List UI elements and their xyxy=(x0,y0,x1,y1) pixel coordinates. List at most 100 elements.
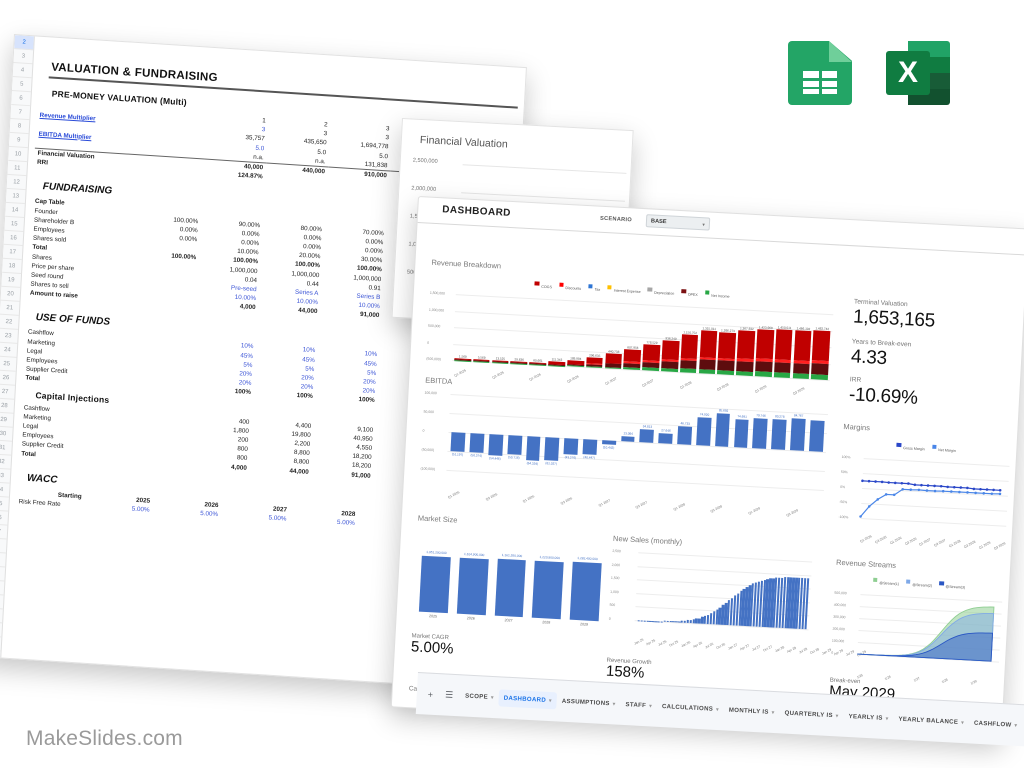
row-number[interactable]: 24 xyxy=(0,342,18,358)
chevron-down-icon[interactable]: ▾ xyxy=(835,713,839,720)
row-number[interactable]: 40 xyxy=(0,566,6,582)
dashboard-card[interactable]: DASHBOARD SCENARIO BASE ▾ Revenue Breakd… xyxy=(390,196,1024,740)
scenario-select[interactable]: BASE ▾ xyxy=(645,214,711,231)
all-sheets-icon[interactable]: ☰ xyxy=(444,689,454,700)
x-tick-label: Apr 27 xyxy=(739,643,750,652)
x-tick-label: Q1 2029 xyxy=(747,506,761,516)
row-number[interactable]: 31 xyxy=(0,440,12,456)
chevron-down-icon[interactable]: ▾ xyxy=(548,698,552,705)
x-tick-label xyxy=(466,489,483,500)
new-sales-panel: New Sales (monthly) 2,500 2,000 1,500 1,000… xyxy=(607,534,867,664)
y-tick-label: (500,000) xyxy=(426,356,441,362)
y-tick-label: (100,000) xyxy=(420,466,436,472)
legend-label: @Stream(2) xyxy=(912,582,933,588)
row-number[interactable]: 21 xyxy=(0,300,20,316)
sheet-tab-cashflow[interactable]: CASHFLOW ▾ xyxy=(968,714,1022,734)
row-number[interactable]: 23 xyxy=(0,328,19,344)
series-line xyxy=(862,480,1001,491)
row-number[interactable]: 18 xyxy=(2,258,22,274)
row-number[interactable]: 36 xyxy=(0,510,9,526)
row-number[interactable]: 25 xyxy=(0,356,17,372)
row-number[interactable]: 35 xyxy=(0,496,9,512)
revenue-breakdown-panel: Revenue Breakdown COGS Discounts Tax Intere… xyxy=(426,258,835,396)
row-number[interactable]: 12 xyxy=(6,174,27,191)
row-number[interactable]: 26 xyxy=(0,370,16,386)
chevron-down-icon[interactable]: ▾ xyxy=(1014,722,1018,729)
legend-item: COGS xyxy=(534,274,553,293)
row-number[interactable]: 13 xyxy=(5,188,26,205)
row-number[interactable]: 22 xyxy=(0,314,19,330)
row-number[interactable]: 17 xyxy=(2,244,23,260)
sheet-tab-yearly-is[interactable]: YEARLY IS ▾ xyxy=(843,708,894,728)
row-number[interactable]: 34 xyxy=(0,482,10,498)
bar-value-label: 1,482,742 xyxy=(815,326,830,332)
row-number[interactable]: 5 xyxy=(11,77,32,93)
chevron-down-icon[interactable]: ▾ xyxy=(612,701,616,708)
sheet-tab-scope[interactable]: SCOPE ▾ xyxy=(460,687,500,706)
x-tick-label: Q1 2025 xyxy=(453,368,467,378)
row-number[interactable]: 29 xyxy=(0,412,14,428)
x-tick-label: Q3 2029 xyxy=(791,386,805,396)
row-number[interactable]: 27 xyxy=(0,384,15,400)
sheet-tab-assumptions[interactable]: ASSUMPTIONS ▾ xyxy=(556,692,621,712)
bar: 440,738 xyxy=(604,350,622,370)
sheet-tab-dashboard[interactable]: DASHBOARD ▾ xyxy=(498,689,558,710)
row-number[interactable]: 2 xyxy=(14,35,34,51)
sheet-tab-calculations[interactable]: CALCULATIONS ▾ xyxy=(657,698,725,719)
kpi-value: 158% xyxy=(605,662,645,682)
bar: (51,197) xyxy=(448,394,468,471)
legend-swatch xyxy=(906,579,911,584)
add-sheet-icon[interactable]: + xyxy=(427,689,434,700)
legend-item: Tax xyxy=(588,277,601,296)
scenario-value: BASE xyxy=(650,218,667,226)
kpi-value: 1,653,165 xyxy=(852,306,936,332)
legend-label: @Stream(1) xyxy=(879,581,900,587)
row-number[interactable]: 19 xyxy=(1,272,22,288)
chevron-down-icon[interactable]: ▾ xyxy=(960,719,965,727)
x-tick-label: Jan 29 xyxy=(820,647,832,656)
row-number[interactable]: 4 xyxy=(12,63,33,79)
chevron-down-icon[interactable]: ▾ xyxy=(771,709,775,717)
chevron-down-icon[interactable]: ▾ xyxy=(490,694,494,702)
bar-value-label: 1,282,400,000 xyxy=(577,555,598,562)
row-number[interactable]: 33 xyxy=(0,468,11,484)
row-number[interactable]: 9 xyxy=(8,132,29,149)
row-number[interactable]: 38 xyxy=(0,538,7,554)
bar-segment xyxy=(680,334,699,359)
sheet-tab-yearly-balance[interactable]: YEARLY BALANCE ▾ xyxy=(893,710,969,731)
bar: 13,084 xyxy=(618,403,638,480)
sheet-tab-quarterly-is[interactable]: QUARTERLY IS ▾ xyxy=(779,704,844,724)
row-number[interactable]: 39 xyxy=(0,552,6,568)
microsoft-excel-icon[interactable]: X xyxy=(886,41,950,105)
row-number[interactable]: 11 xyxy=(7,160,28,177)
chevron-down-icon[interactable]: ▾ xyxy=(715,706,720,714)
sheet-tab-staff[interactable]: STAFF ▾ xyxy=(620,696,657,715)
row-number[interactable]: 8 xyxy=(9,118,30,135)
row-number[interactable]: 7 xyxy=(10,104,31,121)
chevron-down-icon[interactable]: ▾ xyxy=(648,703,653,710)
row-number[interactable]: 3 xyxy=(13,49,34,65)
row-number[interactable]: 14 xyxy=(5,202,25,219)
row-number[interactable]: 20 xyxy=(0,286,21,302)
row-number[interactable]: 10 xyxy=(8,146,28,163)
bar: (50,716) xyxy=(505,397,525,474)
row-number[interactable]: 6 xyxy=(11,90,31,107)
bar-segment xyxy=(755,329,774,360)
legend-item: Interest Expense xyxy=(607,278,641,298)
row-number[interactable]: 37 xyxy=(0,524,8,540)
bar-rect xyxy=(677,426,692,445)
sheet-tab-label: YEARLY IS xyxy=(848,712,883,722)
legend-item: @Stream(2) xyxy=(906,573,933,592)
row-number[interactable]: 28 xyxy=(0,398,15,414)
chevron-down-icon[interactable]: ▾ xyxy=(885,715,889,723)
google-sheets-icon[interactable] xyxy=(788,41,852,105)
bar-segment xyxy=(737,330,756,359)
row-number[interactable]: 32 xyxy=(0,454,12,470)
legend-item: Gross Margin xyxy=(896,436,925,455)
x-tick-label: 2025 xyxy=(428,614,438,619)
row-number[interactable]: 16 xyxy=(3,230,24,246)
sheet-tab-monthly-is[interactable]: MONTHLY IS ▾ xyxy=(723,701,780,721)
row-number[interactable]: 15 xyxy=(4,216,25,233)
row-number[interactable]: 30 xyxy=(0,426,13,442)
kpi-value: -10.69% xyxy=(848,384,919,409)
